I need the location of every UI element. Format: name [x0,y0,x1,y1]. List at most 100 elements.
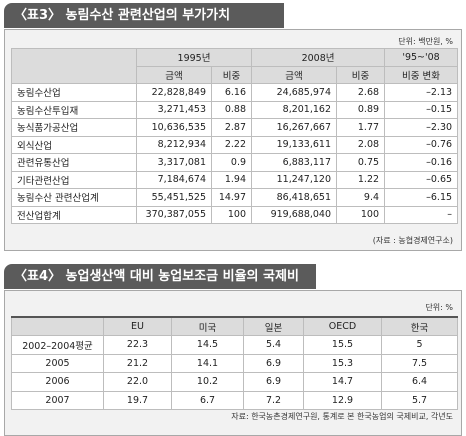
table4-unit: 단위: % [425,303,453,312]
cell: 7.5 [381,353,458,373]
cell: –0.65 [384,170,459,189]
cell: 370,387,055 [136,205,212,224]
cell: 0.9 [210,153,253,172]
column-header: 비중 [210,65,253,84]
table3: 1995년 2008년 '95~'08 금액 비중 금액 비중 비중 변화 농림수산업 22,82… [11,48,459,224]
cell: 11,247,120 [251,170,338,189]
cell: 12.9 [303,390,382,410]
cell: 19.7 [103,390,172,410]
table4-source: 자료: 한국농촌경제연구원, 통계로 본 한국농업의 국제비교, 각년도 [231,412,453,421]
row-label: 관련유통산업 [11,153,137,172]
cell: –0.15 [384,100,459,119]
cell: 8,201,162 [251,100,338,119]
row-label: 2006 [11,372,104,392]
cell: 100 [336,205,386,224]
cell: – [384,205,459,224]
cell: 0.89 [336,100,386,119]
data-row: 2002–2004평균 22.3 14.5 5.4 15.5 5 [11,335,458,355]
column-header: 비중 변화 [384,65,459,84]
table3-title: 〈표3〉 농림수산 관련산업의 부가가치 [4,3,284,28]
column-header: 일본 [243,316,304,336]
cell: 2.22 [210,135,253,154]
cell: 15.3 [303,353,382,373]
data-row: 농림수산투입재 3,271,453 0.88 8,201,162 0.89 –0.15 [11,100,459,119]
cell: 7,184,674 [136,170,212,189]
cell: 16,267,667 [251,118,338,137]
cell: 22,828,849 [136,83,212,102]
cell: 5 [381,335,458,355]
row-label: 전산업합계 [11,205,137,224]
cell: 3,317,081 [136,153,212,172]
cell: –2.30 [384,118,459,137]
column-header: 비중 [336,65,386,84]
cell: 22.3 [103,335,172,355]
cell: 9.4 [336,188,386,207]
cell: 0.88 [210,100,253,119]
cell: 6,883,117 [251,153,338,172]
data-row: 외식산업 8,212,934 2.22 19,133,611 2.08 –0.76 [11,135,459,154]
cell: 10.2 [171,372,244,392]
cell: 19,133,611 [251,135,338,154]
cell: 6.7 [171,390,244,410]
cell: –6.15 [384,188,459,207]
cell: 1.77 [336,118,386,137]
cell: –0.76 [384,135,459,154]
row-label: 농림수산 관련산업계 [11,188,137,207]
cell: 2.87 [210,118,253,137]
cell: 919,688,040 [251,205,338,224]
cell: 21.2 [103,353,172,373]
cell: 1.94 [210,170,253,189]
cell: 14.1 [171,353,244,373]
data-row: 관련유통산업 3,317,081 0.9 6,883,117 0.75 –0.16 [11,153,459,172]
data-row: 농림수산업 22,828,849 6.16 24,685,974 2.68 –2.13 [11,83,459,102]
table4: EU 미국 일본 OECD 한국 2002–2004평균 22.3 14.5 5.4 15.5 5 2… [11,316,458,410]
group-header: '95~'08 [384,48,459,67]
data-row: 2005 21.2 14.1 6.9 15.3 7.5 [11,353,458,373]
cell: 86,418,651 [251,188,338,207]
row-label: 2002–2004평균 [11,335,104,355]
cell: –0.16 [384,153,459,172]
row-label: 2007 [11,390,104,410]
cell: 1.22 [336,170,386,189]
data-row: 기타관련산업 7,184,674 1.94 11,247,120 1.22 –0.65 [11,170,459,189]
cell: 0.75 [336,153,386,172]
cell: 55,451,525 [136,188,212,207]
data-row: 2006 22.0 10.2 6.9 14.7 6.4 [11,372,458,392]
row-label: 외식산업 [11,135,137,154]
table4-title: 〈표4〉 농업생산액 대비 농업보조금 비율의 국제비교 [4,264,316,309]
column-header: EU [103,316,172,336]
row-label: 농식품가공산업 [11,118,137,137]
column-header: OECD [303,316,382,336]
column-header: 금액 [251,65,338,84]
cell: 6.9 [243,353,304,373]
group-header: 2008년 [251,48,386,67]
header-row: 1995년 2008년 '95~'08 [11,48,459,84]
table3-source: (자료 : 농협경제연구소) [372,236,453,245]
cell: 8,212,934 [136,135,212,154]
column-header: 한국 [381,316,458,336]
cell: 10,636,535 [136,118,212,137]
cell: 14.97 [210,188,253,207]
cell: 5.7 [381,390,458,410]
column-header: 금액 [136,65,212,84]
cell: 7.2 [243,390,304,410]
cell: 100 [210,205,253,224]
cell: 6.9 [243,372,304,392]
data-row: 전산업합계 370,387,055 100 919,688,040 100– [11,205,459,224]
row-label: 2005 [11,353,104,373]
cell: 2.08 [336,135,386,154]
cell: 14.7 [303,372,382,392]
row-label: 농림수산투입재 [11,100,137,119]
row-label: 기타관련산업 [11,170,137,189]
table3-unit: 단위: 백만원, % [398,37,453,46]
cell: 6.16 [210,83,253,102]
group-header: 1995년 [135,48,253,67]
cell: 3,271,453 [136,100,212,119]
cell: –2.13 [384,83,459,102]
data-row: 농림수산 관련산업계 55,451,525 14.97 86,418,651 9.4 –6… [11,188,459,207]
header-cell [11,316,104,336]
table3-box: 단위: 백만원, % 1995년 2008년 '95~'08 금액 비중 금액 비중 비중 변… [4,29,462,251]
header-cell [11,48,137,84]
data-row: 농식품가공산업 10,636,535 2.87 16,267,667 1.77 –2.30 [11,118,459,137]
